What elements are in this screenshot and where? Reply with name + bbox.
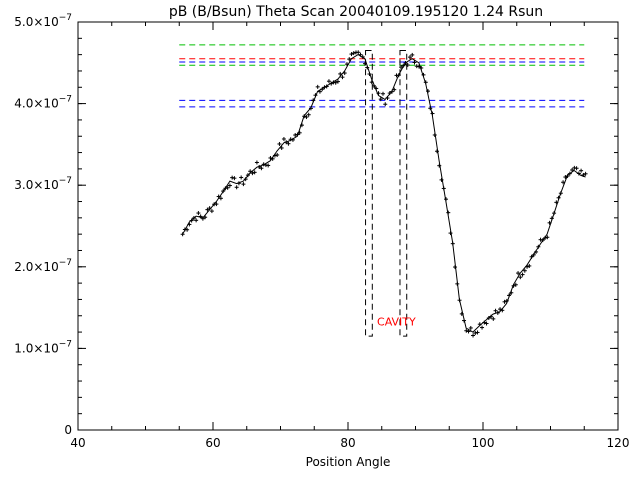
y-tick-label: 2.0×10−7 xyxy=(14,258,72,274)
data-point xyxy=(475,330,480,335)
data-point xyxy=(574,166,579,171)
data-point xyxy=(277,141,282,146)
data-point xyxy=(326,79,331,84)
data-point xyxy=(473,331,478,336)
cavity-box xyxy=(399,50,408,337)
x-tick-label: 120 xyxy=(607,436,630,450)
data-point xyxy=(214,202,219,207)
smoothed-series xyxy=(182,54,586,333)
data-point xyxy=(205,207,210,212)
data-point xyxy=(196,211,201,216)
data-point xyxy=(218,196,223,201)
x-tick-label: 100 xyxy=(472,436,495,450)
data-point xyxy=(239,175,244,180)
cavity-annotation: CAVITY xyxy=(377,316,416,329)
data-point xyxy=(230,175,235,180)
data-point xyxy=(225,185,230,190)
data-point xyxy=(351,51,356,56)
data-point xyxy=(579,168,584,173)
data-point xyxy=(275,152,280,157)
data-point xyxy=(315,84,320,89)
y-tick-label: 0 xyxy=(64,423,72,437)
x-axis-label: Position Angle xyxy=(306,455,391,469)
data-point xyxy=(250,171,255,176)
data-point xyxy=(378,97,383,102)
data-point xyxy=(232,176,237,181)
data-point xyxy=(340,75,345,80)
data-point xyxy=(518,275,523,280)
cavity-box xyxy=(365,50,373,337)
y-tick-label: 5.0×10−7 xyxy=(14,13,72,29)
data-point xyxy=(545,235,550,240)
data-point xyxy=(333,80,338,85)
y-tick-label: 3.0×10−7 xyxy=(14,176,72,192)
data-point xyxy=(520,272,525,277)
data-point xyxy=(185,227,190,232)
data-point xyxy=(254,160,259,165)
x-tick-label: 80 xyxy=(340,436,355,450)
data-point xyxy=(279,145,284,150)
data-point xyxy=(380,91,385,96)
data-point xyxy=(412,60,417,65)
data-point xyxy=(516,271,521,276)
data-point xyxy=(583,171,588,176)
data-point xyxy=(522,268,527,273)
axes: 40 60 80 100 120 0 1.0×10−7 2.0×10−7 3.0×10−7 4.0… xyxy=(14,13,629,450)
series-line xyxy=(182,54,586,333)
data-point xyxy=(335,79,340,84)
data-point xyxy=(439,177,444,182)
data-point xyxy=(484,321,489,326)
data-point xyxy=(410,52,415,57)
data-point xyxy=(234,185,239,190)
data-point xyxy=(493,308,498,313)
data-point xyxy=(286,141,291,146)
data-point xyxy=(480,325,485,330)
data-point xyxy=(259,166,264,171)
data-point xyxy=(209,209,214,214)
data-point xyxy=(252,170,257,175)
scatter-series xyxy=(180,50,588,338)
data-point xyxy=(356,50,361,55)
data-point xyxy=(281,136,286,141)
cavity-boxes xyxy=(365,50,408,337)
y-tick-label: 1.0×10−7 xyxy=(14,339,72,355)
data-point xyxy=(304,115,309,120)
data-point xyxy=(468,325,473,330)
data-point xyxy=(227,183,232,188)
data-point xyxy=(194,218,199,223)
data-point xyxy=(398,65,403,70)
data-point xyxy=(180,232,185,237)
data-point xyxy=(513,282,518,287)
x-tick-label: 40 xyxy=(70,436,85,450)
data-point xyxy=(347,57,352,62)
data-point xyxy=(349,52,354,57)
data-point xyxy=(491,316,496,321)
data-point xyxy=(464,328,469,333)
data-point xyxy=(502,299,507,304)
data-point xyxy=(266,163,271,168)
plot-frame xyxy=(77,21,619,431)
chart-title: pB (B/Bsun) Theta Scan 20040109.195120 1… xyxy=(169,4,543,20)
data-point xyxy=(405,63,410,68)
annotations: CAVITY xyxy=(377,316,416,329)
reference-lines xyxy=(179,44,585,108)
data-point xyxy=(527,263,532,268)
x-tick-label: 60 xyxy=(205,436,220,450)
y-tick-label: 4.0×10−7 xyxy=(14,95,72,111)
data-point xyxy=(306,112,311,117)
data-point xyxy=(570,168,575,173)
data-point xyxy=(383,102,388,107)
data-point xyxy=(241,182,246,187)
data-point xyxy=(471,333,476,338)
data-point xyxy=(466,329,471,334)
data-point xyxy=(408,55,413,60)
